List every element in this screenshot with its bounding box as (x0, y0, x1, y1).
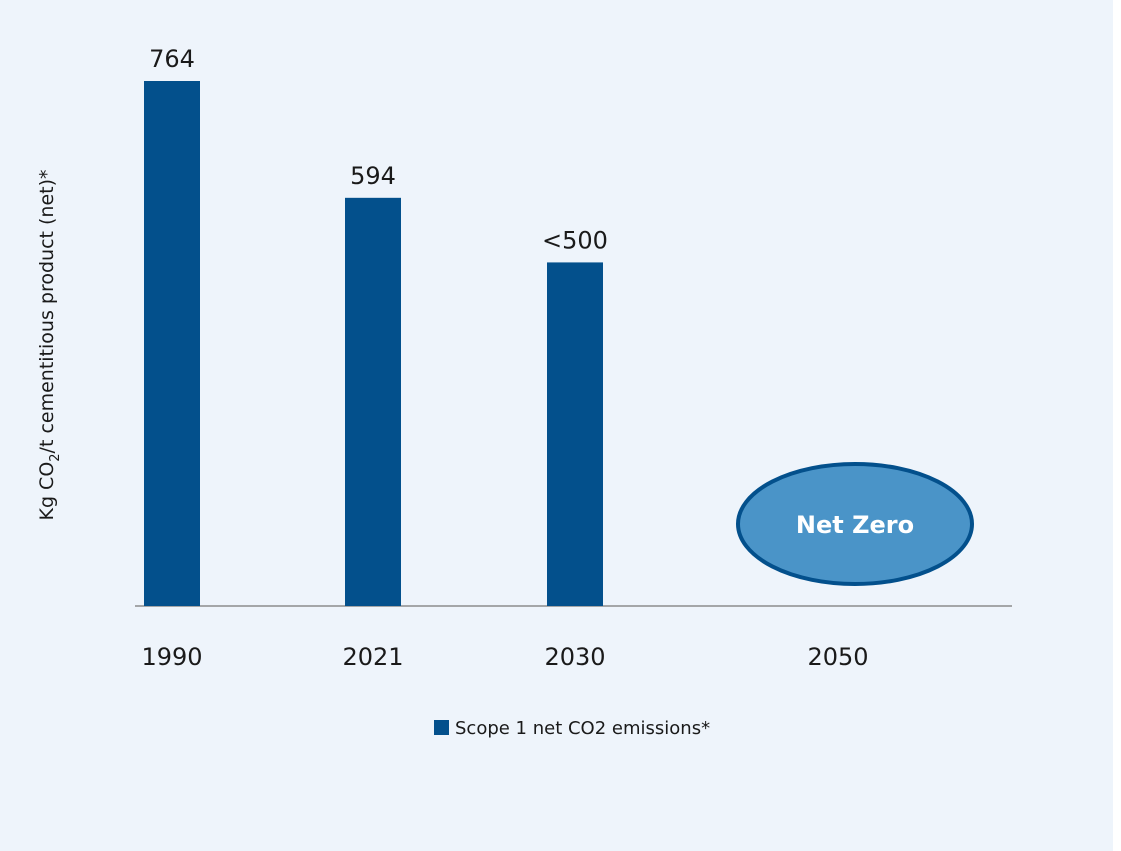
x-tick-label-1990: 1990 (141, 643, 202, 671)
bars (144, 81, 603, 606)
data-label-2030: <500 (542, 226, 608, 254)
x-tick-label-2030: 2030 (544, 643, 605, 671)
legend-label: Scope 1 net CO2 emissions* (455, 718, 710, 739)
bar-1990 (144, 81, 200, 606)
y-axis-label: Kg CO2/t cementitious product (net)* (36, 169, 63, 520)
y-axis-label-part2: /t cementitious product (net)* (36, 169, 58, 453)
data-label-1990: 764 (149, 45, 195, 73)
net-zero-ellipse (736, 462, 974, 586)
y-axis-label-part1: Kg CO (36, 462, 58, 521)
data-labels: 764 594 <500 (149, 45, 608, 254)
legend-swatch (434, 720, 449, 735)
bar-2021 (345, 197, 401, 606)
x-tick-label-2021: 2021 (342, 643, 403, 671)
x-tick-label-2050: 2050 (807, 643, 868, 671)
x-tick-labels: 1990 2021 2030 2050 (141, 643, 868, 671)
y-axis-label-subscript: 2 (48, 453, 63, 461)
net-zero-annotation: Net Zero (736, 462, 974, 586)
net-zero-label: Net Zero (796, 511, 914, 539)
data-label-2021: 594 (350, 162, 396, 190)
bar-2030 (547, 262, 603, 606)
legend: Scope 1 net CO2 emissions* (434, 718, 710, 739)
